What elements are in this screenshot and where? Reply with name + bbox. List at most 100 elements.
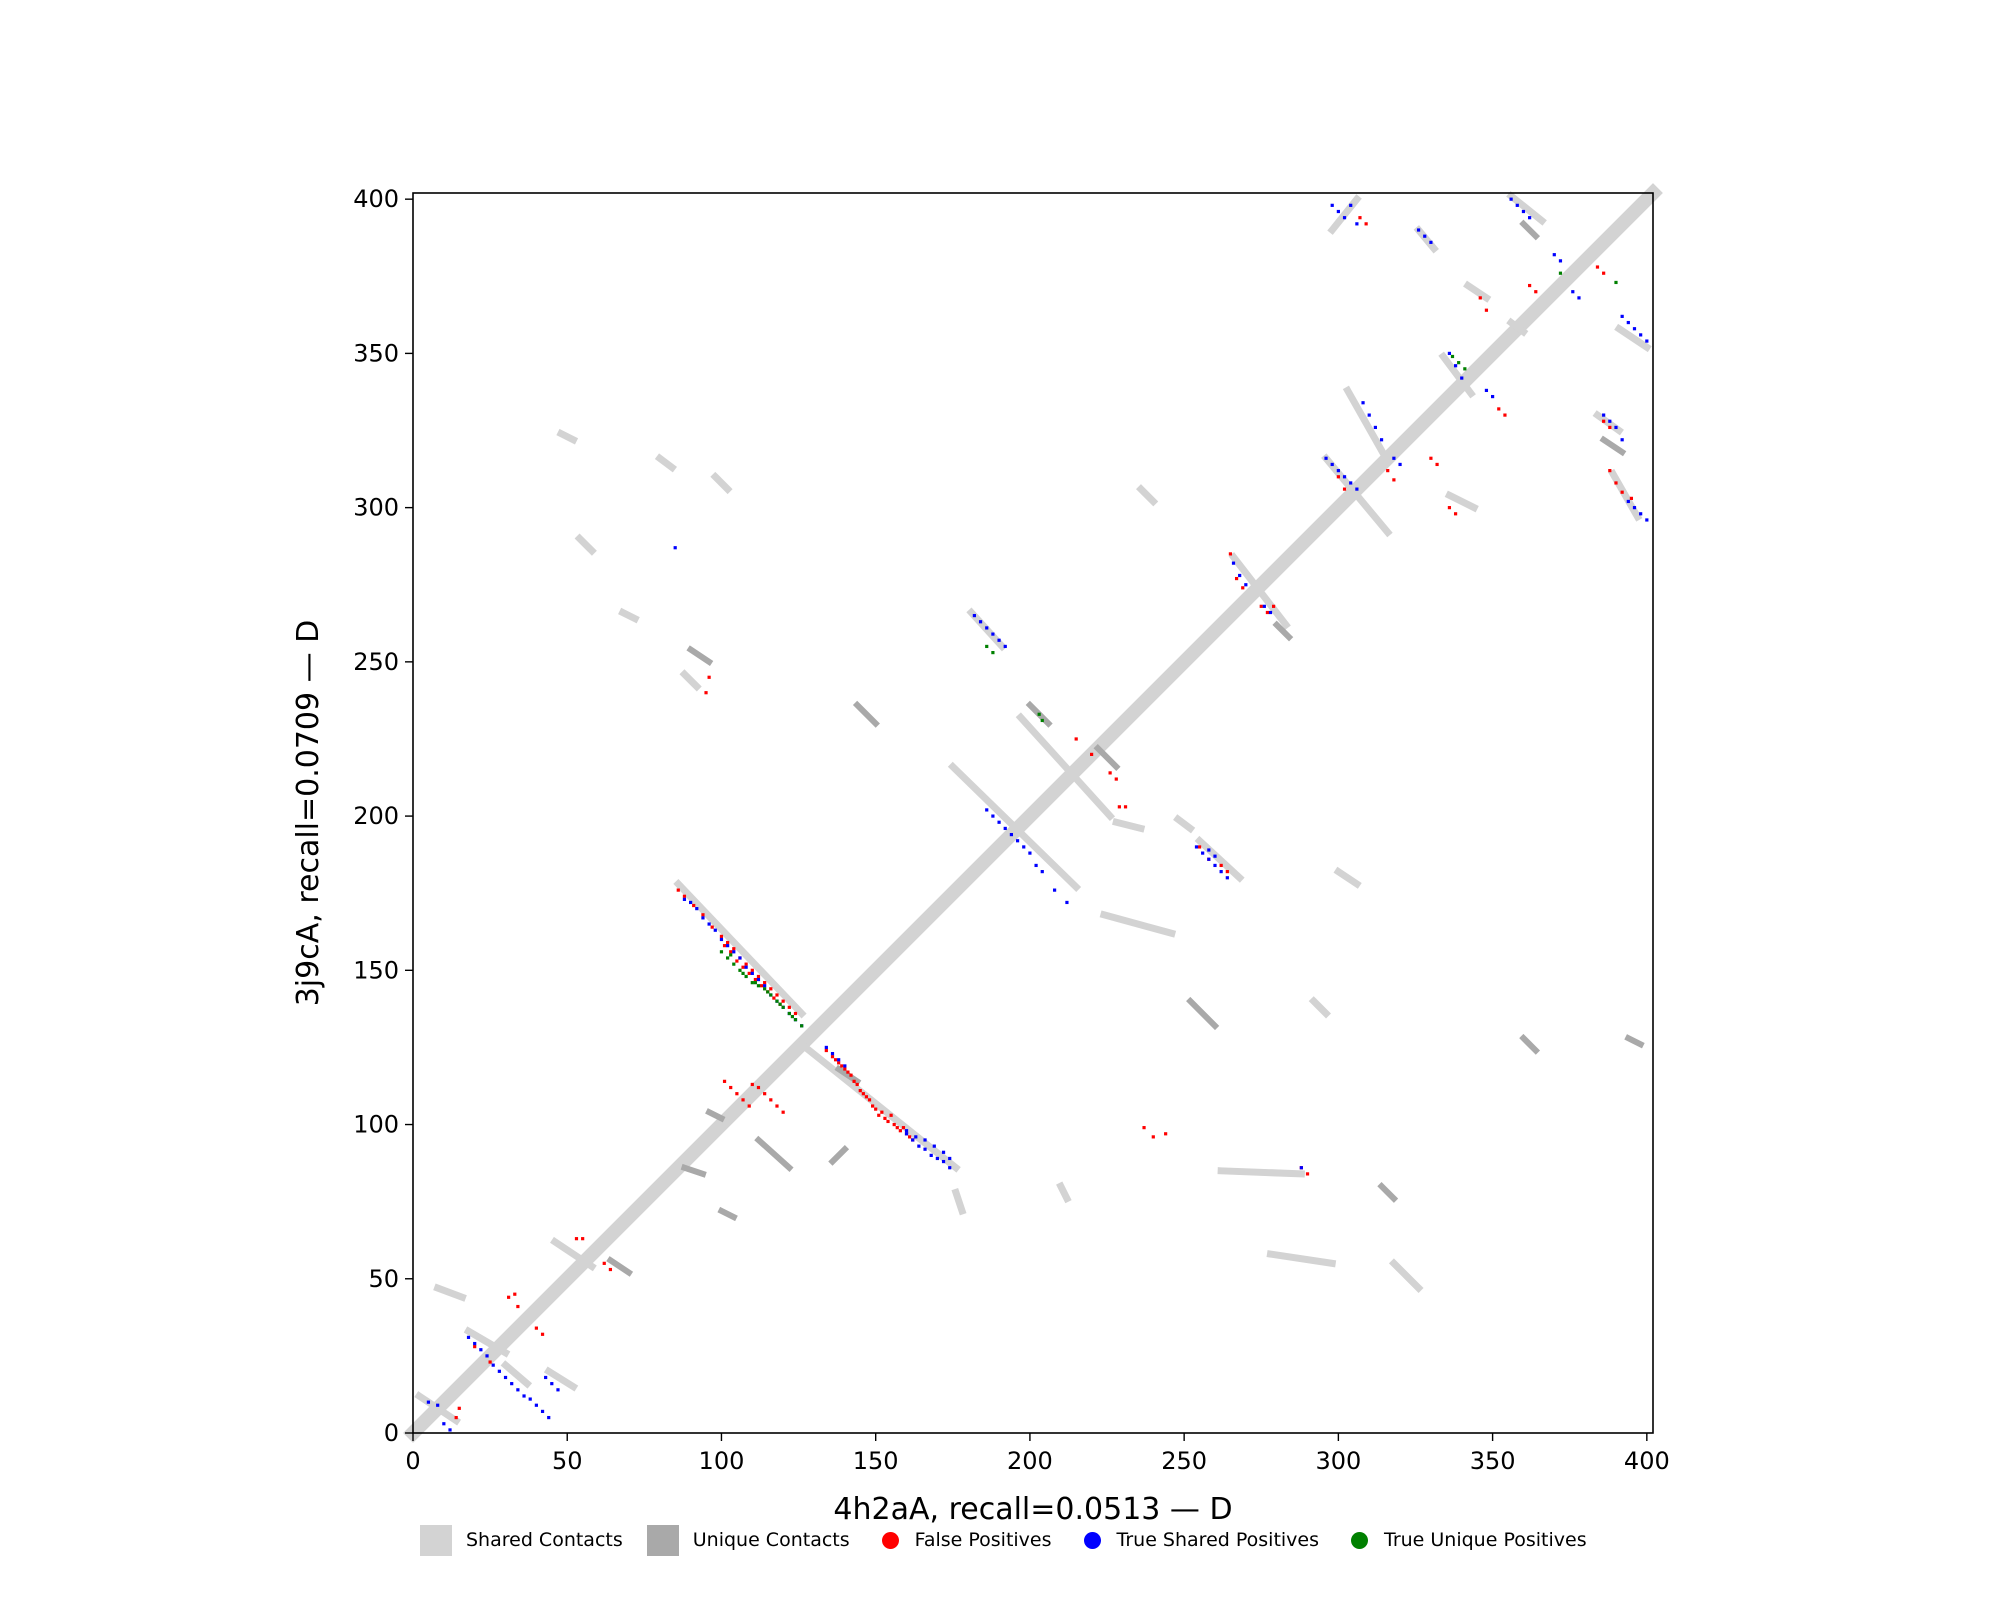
true-shared-positive-point [1398, 462, 1402, 467]
false-positive-point [824, 1048, 828, 1053]
true-shared-positive-point [1379, 438, 1384, 442]
true-shared-positive-point [1460, 376, 1464, 380]
true-shared-positive-point [1608, 419, 1612, 423]
false-positive-point [1620, 490, 1624, 494]
true-unique-positive-point [744, 974, 748, 979]
true-shared-positive-point [1207, 848, 1211, 852]
true-shared-positive-point [1330, 462, 1334, 467]
true-shared-positive-point [935, 1156, 939, 1161]
unique-contact-band [717, 1206, 738, 1222]
legend-label-unique: Unique Contacts [692, 1529, 850, 1551]
true-shared-positive-point [1349, 203, 1353, 207]
y-axis-title: 3j9cA, recall=0.0709 — D [291, 620, 326, 1007]
shared-contact-band [1194, 835, 1245, 883]
unique-contact-band [686, 645, 714, 667]
true-shared-positive-point [997, 638, 1001, 642]
unique-contact-band [1519, 219, 1541, 241]
false-positive-point [883, 1116, 887, 1120]
false-positive-point [1528, 283, 1532, 288]
true-shared-positive-point [522, 1394, 526, 1398]
true-shared-positive-point [929, 1153, 933, 1157]
unique-contact-band [1624, 1034, 1645, 1049]
true-shared-positive-point [985, 808, 989, 812]
false-positive-point [1234, 576, 1239, 581]
true-shared-positive-point [1620, 314, 1624, 318]
legend-label-false-positive: False Positives [914, 1529, 1052, 1551]
false-positive-point [1358, 216, 1362, 220]
true-shared-positive-point [466, 1335, 471, 1339]
true-shared-positive-point [1003, 644, 1007, 649]
false-positive-point [759, 984, 764, 988]
true-shared-positive-point [837, 1058, 841, 1062]
false-positive-point [1602, 419, 1606, 423]
y-tick-label: 350 [353, 339, 399, 367]
true-shared-positive-point [1219, 870, 1223, 874]
x-axis-ticks: 0 50 100 150 200 250 300 350 400 [405, 1433, 1670, 1475]
false-positive-point [735, 959, 739, 963]
true-shared-positive-point [732, 950, 736, 954]
false-positive-point [833, 1058, 838, 1062]
false-positive-point [898, 1129, 902, 1133]
false-positive-point [753, 977, 757, 982]
true-unique-positive-point [1463, 367, 1467, 371]
true-shared-positive-point [695, 907, 699, 911]
false-positive-point [886, 1119, 890, 1124]
shared-contact-band [1136, 484, 1159, 507]
false-positive-point [701, 913, 705, 917]
true-shared-positive-point [491, 1363, 495, 1367]
unique-contact-band [705, 1108, 726, 1123]
false-positive-point [602, 1261, 606, 1265]
true-shared-positive-point [1645, 518, 1649, 522]
false-positive-point [1114, 777, 1118, 781]
true-shared-positive-point [473, 1341, 477, 1346]
true-shared-positive-point [1342, 475, 1347, 479]
false-positive-point [781, 1110, 785, 1114]
true-shared-positive-point [1268, 610, 1273, 615]
true-shared-positive-point [1373, 425, 1377, 430]
false-positive-point [676, 888, 680, 892]
false-positive-point [772, 996, 776, 1000]
shared-contact-band [1173, 814, 1196, 834]
false-positive-point [1197, 845, 1202, 849]
shared-contact-band [556, 428, 579, 445]
false-positive-point [726, 940, 730, 945]
y-tick-label: 150 [353, 956, 399, 984]
false-positive-point [849, 1073, 853, 1077]
legend-swatch-false-positive [881, 1531, 899, 1549]
x-tick-label: 300 [1315, 1447, 1361, 1475]
false-positive-point [756, 974, 761, 979]
false-positive-point [846, 1070, 850, 1074]
false-positive-point [473, 1345, 477, 1349]
true-shared-positive-point [1349, 481, 1353, 485]
shared-contact-band [550, 1236, 597, 1272]
true-shared-positive-point [1336, 209, 1340, 214]
false-positive-point [763, 1092, 767, 1096]
shared-contact-band [1266, 1250, 1337, 1268]
true-shared-positive-point [904, 1129, 909, 1133]
false-positive-point [1271, 604, 1276, 608]
true-shared-positive-point [1003, 826, 1007, 831]
false-positive-point [763, 981, 767, 985]
true-shared-positive-point [923, 1147, 927, 1151]
false-positive-point [719, 934, 724, 938]
unique-contact-band [852, 700, 880, 728]
legend-swatch-shared [420, 1524, 452, 1556]
legend-item-true-unique-positives: True Unique Positives [1343, 1529, 1587, 1551]
unique-contact-band [1186, 996, 1220, 1031]
true-unique-positive-point [732, 962, 736, 966]
false-positive-point [871, 1104, 875, 1108]
y-axis-ticks: 0 50 100 150 200 250 300 350 400 [353, 185, 413, 1447]
shared-contact-band [1015, 712, 1116, 822]
shared-contact-band [1056, 1181, 1072, 1204]
true-shared-positive-point [941, 1159, 946, 1164]
true-shared-positive-point [1614, 425, 1618, 430]
true-shared-positive-point [1342, 216, 1347, 220]
false-positive-point [877, 1113, 881, 1117]
false-positive-point [1478, 296, 1482, 300]
legend-label-shared: Shared Contacts [466, 1529, 623, 1551]
true-shared-positive-point [1484, 388, 1489, 393]
true-shared-positive-point [528, 1397, 532, 1401]
true-shared-positive-point [763, 984, 767, 988]
false-positive-point [581, 1237, 585, 1241]
